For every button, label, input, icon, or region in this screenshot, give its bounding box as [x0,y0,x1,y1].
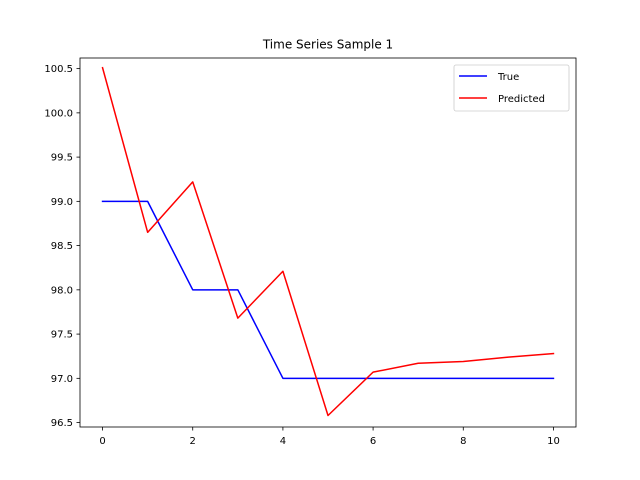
y-tick-label: 97.0 [51,374,73,385]
y-tick-label: 97.5 [51,330,73,341]
x-axis: 0 2 4 6 8 10 [99,427,560,447]
legend-label-predicted: Predicted [498,94,545,105]
axes-frame [79,57,577,428]
x-tick-label: 6 [370,436,376,447]
x-tick-label: 0 [99,436,105,447]
x-tick-label: 2 [190,436,196,447]
y-tick-label: 98.0 [51,285,73,296]
y-tick-label: 99.0 [51,197,73,208]
y-tick-label: 100.5 [44,64,73,75]
plot-area [79,57,577,428]
x-tick-label: 4 [280,436,286,447]
y-tick-label: 100.0 [44,108,73,119]
x-tick-label: 8 [460,436,466,447]
chart-title: Time Series Sample 1 [262,38,393,52]
y-axis: 96.5 97.0 97.5 98.0 98.5 99.0 99.5 100.0 100.5 [44,64,80,429]
y-tick-label: 96.5 [51,418,73,429]
series-line-predicted [101,66,555,417]
y-tick-label: 98.5 [51,241,73,252]
legend-label-true: True [497,72,519,83]
legend: True Predicted [453,64,570,112]
y-tick-label: 99.5 [51,153,73,164]
x-tick-label: 10 [547,436,560,447]
series-line-true [101,200,555,380]
